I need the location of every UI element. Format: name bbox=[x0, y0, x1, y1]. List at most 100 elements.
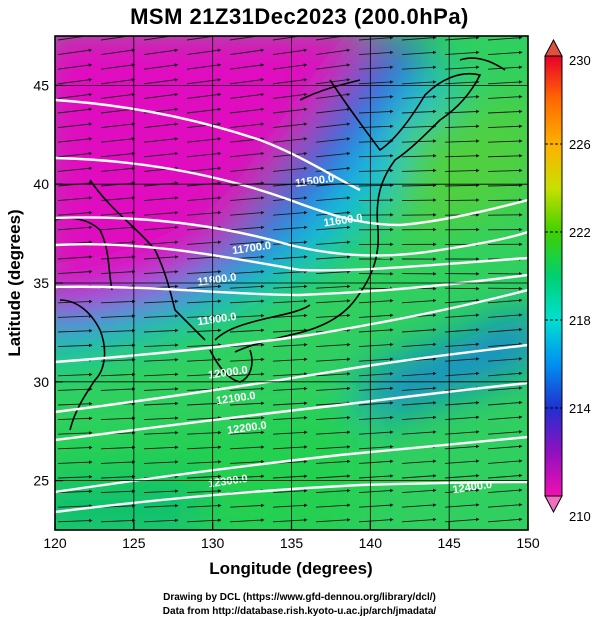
wind-arrow bbox=[315, 196, 351, 202]
wind-arrow bbox=[358, 503, 394, 508]
wind-arrow bbox=[229, 48, 265, 56]
wind-arrow bbox=[315, 166, 351, 172]
wind-arrow bbox=[487, 124, 523, 129]
wind-arrow bbox=[100, 474, 136, 479]
wind-arrow bbox=[401, 430, 437, 435]
contour-label: 11700.0 bbox=[231, 240, 271, 257]
y-tick-label: 45 bbox=[33, 77, 49, 93]
wind-arrow bbox=[358, 328, 394, 333]
wind-arrow bbox=[143, 196, 179, 202]
contour-line bbox=[55, 216, 528, 257]
credits: Drawing by DCL (https://www.gfd-dennou.o… bbox=[0, 591, 599, 619]
wind-arrow bbox=[100, 328, 136, 333]
wind-arrow bbox=[444, 517, 480, 523]
wind-arrow bbox=[229, 36, 265, 41]
wind-arrow bbox=[272, 372, 308, 377]
wind-arrow bbox=[272, 313, 308, 318]
wind-arrow bbox=[444, 473, 480, 479]
wind-arrow bbox=[186, 122, 222, 129]
wind-arrow bbox=[100, 225, 136, 231]
wind-arrow bbox=[487, 168, 523, 173]
wind-arrow bbox=[100, 63, 136, 70]
colorbar-label: 226 bbox=[569, 137, 591, 152]
wind-arrow bbox=[487, 65, 523, 70]
contour-line bbox=[55, 98, 361, 192]
wind-arrow bbox=[100, 358, 136, 362]
wind-arrow bbox=[444, 183, 480, 188]
wind-arrow bbox=[272, 518, 308, 523]
wind-arrow bbox=[229, 328, 265, 333]
colorbar-label: 210 bbox=[569, 509, 591, 524]
wind-arrow bbox=[229, 107, 265, 114]
wind-arrow bbox=[186, 460, 222, 464]
wind-arrow bbox=[229, 459, 265, 464]
wind-arrow bbox=[186, 328, 222, 333]
wind-arrow bbox=[444, 371, 480, 377]
wind-arrow bbox=[444, 65, 480, 70]
wind-arrow bbox=[315, 63, 351, 70]
wind-arrow bbox=[229, 474, 265, 479]
wind-arrow bbox=[100, 489, 136, 494]
y-axis: 25 30 35 40 45 bbox=[33, 77, 63, 489]
wind-arrow bbox=[143, 36, 179, 41]
wind-arrow bbox=[229, 284, 265, 289]
wind-arrow bbox=[272, 92, 308, 99]
wind-arrow bbox=[100, 299, 136, 304]
wind-arrow bbox=[229, 313, 265, 318]
wind-arrow bbox=[272, 225, 308, 231]
wind-arrow bbox=[100, 343, 136, 348]
wind-arrow bbox=[229, 386, 265, 391]
wind-arrow bbox=[358, 444, 394, 450]
y-tick-label: 25 bbox=[33, 473, 49, 489]
wind-arrow bbox=[272, 255, 308, 260]
wind-arrow bbox=[186, 78, 222, 85]
wind-arrow bbox=[401, 298, 437, 304]
wind-arrow bbox=[315, 36, 351, 41]
wind-arrow bbox=[186, 92, 222, 99]
wind-arrow bbox=[57, 431, 93, 435]
wind-arrow bbox=[315, 386, 351, 391]
wind-arrow bbox=[315, 299, 351, 304]
wind-arrow bbox=[272, 299, 308, 304]
wind-arrow bbox=[444, 139, 480, 143]
x-axis: 120 125 130 135 140 145 150 bbox=[43, 522, 540, 551]
x-tick-label: 145 bbox=[437, 535, 461, 551]
wind-arrow bbox=[229, 416, 265, 421]
colorbar: 230 226 222 218 214 210 bbox=[544, 38, 591, 524]
wind-arrow bbox=[401, 517, 437, 523]
wind-arrow bbox=[401, 168, 437, 173]
wind-arrow bbox=[487, 503, 523, 508]
wind-arrow bbox=[487, 94, 523, 99]
contour-label: 11600.0 bbox=[323, 212, 363, 229]
wind-arrow bbox=[444, 153, 480, 158]
wind-arrow bbox=[186, 63, 222, 70]
wind-arrow bbox=[57, 137, 93, 143]
wind-arrow bbox=[100, 78, 136, 85]
wind-arrow bbox=[272, 474, 308, 479]
wind-arrow bbox=[186, 107, 222, 114]
credit-data: Data from http://database.rish.kyoto-u.a… bbox=[162, 606, 437, 617]
wind-arrow bbox=[444, 298, 480, 304]
wind-arrow bbox=[229, 240, 265, 245]
wind-arrow bbox=[444, 430, 480, 435]
wind-arrow bbox=[186, 343, 222, 348]
wind-arrow bbox=[315, 151, 351, 158]
wind-arrow bbox=[358, 342, 394, 348]
wind-arrow bbox=[100, 36, 136, 41]
wind-arrow bbox=[444, 50, 480, 56]
wind-arrow bbox=[143, 387, 179, 391]
wind-arrow bbox=[401, 36, 437, 41]
wind-arrow bbox=[358, 313, 394, 318]
wind-arrow bbox=[401, 124, 437, 129]
wind-arrow bbox=[229, 63, 265, 70]
wind-arrow bbox=[358, 94, 394, 99]
wind-arrow bbox=[315, 284, 351, 289]
contour-label: 11800.0 bbox=[197, 271, 237, 288]
wind-arrow bbox=[143, 357, 179, 362]
contour-label: 12300.0 bbox=[207, 473, 248, 490]
wind-arrow bbox=[487, 400, 523, 406]
wind-arrow bbox=[186, 196, 222, 202]
wind-arrow bbox=[272, 210, 308, 216]
wind-arrow bbox=[57, 474, 93, 479]
